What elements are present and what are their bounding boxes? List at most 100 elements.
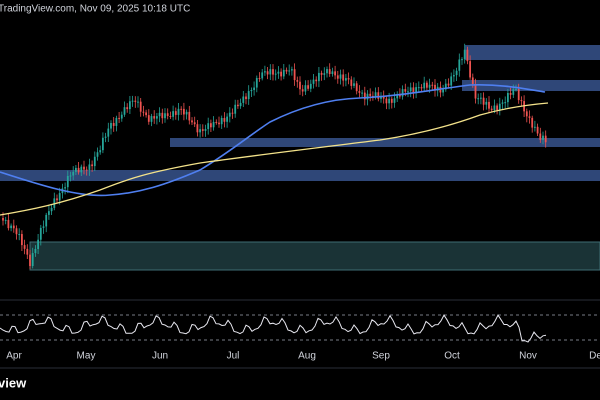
candle-body <box>50 207 53 212</box>
resistance-zone <box>465 45 600 60</box>
candle-body <box>250 90 253 92</box>
candle-body <box>323 73 326 75</box>
resistance-zone <box>462 80 600 91</box>
candle-body <box>401 89 404 97</box>
candle-body <box>374 92 377 97</box>
candle-body <box>15 228 18 235</box>
candle-body <box>247 91 250 100</box>
candle-body <box>72 171 75 176</box>
candle-body <box>215 121 218 123</box>
candle-body <box>458 59 461 71</box>
candle-body <box>99 150 102 153</box>
support-zone <box>0 170 600 181</box>
candle-body <box>531 117 534 128</box>
month-label: May <box>77 351 96 362</box>
candle-body <box>120 114 123 119</box>
zones <box>0 45 600 271</box>
candle-body <box>64 187 66 189</box>
month-label: Oct <box>444 351 460 362</box>
candle-body <box>218 122 220 125</box>
candle-body <box>193 122 196 125</box>
month-label: Jul <box>227 351 240 362</box>
candle-body <box>123 107 126 115</box>
candle-body <box>388 98 390 104</box>
candle-body <box>42 226 45 228</box>
candle-body <box>358 91 361 93</box>
candle-body <box>204 129 207 131</box>
candle-body <box>153 116 156 119</box>
candle-body <box>320 72 323 75</box>
candle-body <box>210 123 212 128</box>
candle-body <box>353 83 355 86</box>
candle-body <box>126 107 129 110</box>
candle-body <box>166 113 169 117</box>
candle-body <box>396 94 399 99</box>
candle-body <box>102 137 104 151</box>
candle-body <box>542 135 544 140</box>
candle-body <box>498 103 501 111</box>
candle-body <box>239 102 242 107</box>
candle-body <box>169 116 172 118</box>
candle-body <box>528 116 531 118</box>
candle-body <box>336 75 339 79</box>
candle-body <box>520 100 523 102</box>
candle-body <box>48 211 50 215</box>
candle-body <box>7 219 10 229</box>
candle-body <box>407 91 409 93</box>
candle-body <box>363 92 366 100</box>
x-axis: Apr May Jun Jul Aug Sep Oct Nov Dec <box>6 351 600 362</box>
candle-body <box>93 156 96 167</box>
candle-body <box>482 97 485 105</box>
candle-body <box>385 98 388 104</box>
candle-body <box>525 111 528 117</box>
candle-body <box>161 112 164 119</box>
candle-body <box>326 69 328 74</box>
candle-body <box>31 253 34 267</box>
candle-body <box>172 111 174 117</box>
candle-body <box>201 129 204 131</box>
candle-body <box>334 71 336 76</box>
candle-body <box>355 83 358 92</box>
ma-100 <box>0 102 549 216</box>
candle-body <box>91 164 93 167</box>
candle-body <box>12 225 15 229</box>
candle-body <box>377 92 380 99</box>
candle-body <box>131 100 134 102</box>
candle-body <box>145 112 147 116</box>
watermark: TradingView.com, Nov 09, 2025 10:18 UTC <box>0 4 190 15</box>
candle-body <box>96 152 99 157</box>
candle-body <box>66 175 69 188</box>
candle-body <box>183 108 185 115</box>
candle-body <box>350 79 353 86</box>
candle-body <box>382 96 385 99</box>
candle-body <box>274 73 277 75</box>
candle-body <box>404 89 407 92</box>
candle-body <box>45 214 48 227</box>
candle-body <box>399 94 401 97</box>
candle-body <box>188 111 191 121</box>
candle-body <box>228 112 231 117</box>
candle-body <box>534 126 536 128</box>
candle-body <box>231 112 234 114</box>
candle-body <box>339 74 342 79</box>
candle-body <box>409 87 412 92</box>
candle-body <box>212 121 215 128</box>
candle-body <box>431 84 434 86</box>
candle-body <box>361 92 363 94</box>
candle-body <box>129 101 131 110</box>
candle-body <box>299 81 301 90</box>
candle-body <box>80 166 83 173</box>
candle-body <box>312 79 315 84</box>
candle-body <box>134 100 137 102</box>
candle-body <box>18 234 21 236</box>
candle-body <box>474 84 477 99</box>
candle-body <box>258 78 261 80</box>
candle-body <box>266 71 269 75</box>
candle-body <box>34 249 37 254</box>
candle-body <box>83 166 85 170</box>
candle-body <box>318 72 320 82</box>
candle-body <box>174 111 177 115</box>
candle-body <box>156 116 158 119</box>
candle-body <box>139 101 142 112</box>
